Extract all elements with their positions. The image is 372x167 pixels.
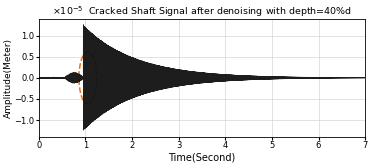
Title: $\times10^{-5}$  Cracked Shaft Signal after denoising with depth=40%d: $\times10^{-5}$ Cracked Shaft Signal aft… — [52, 4, 352, 19]
X-axis label: Time(Second): Time(Second) — [169, 153, 235, 163]
Y-axis label: Amplitude(Meter): Amplitude(Meter) — [4, 38, 13, 118]
